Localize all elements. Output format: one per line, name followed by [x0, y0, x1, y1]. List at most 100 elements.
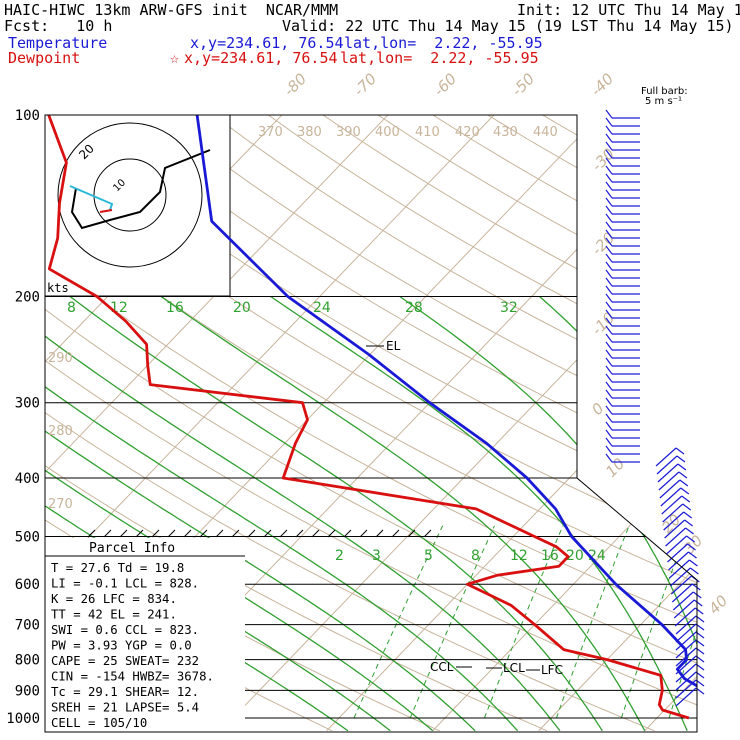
- hodograph-frame: [44, 114, 231, 297]
- wind-barb-flag: [605, 237, 613, 247]
- theta-label: 430: [493, 125, 518, 140]
- hatch-mark: [423, 529, 432, 538]
- wind-barb-flag: [605, 301, 613, 311]
- wind-barb-flag: [675, 447, 685, 455]
- mixing-ratio-label: 16: [166, 300, 184, 316]
- wind-barb-flag: [605, 349, 613, 359]
- lcl-label: LCL: [503, 661, 525, 675]
- isotherm-label: -40: [587, 70, 617, 100]
- parcel-row: K = 26 LFC = 834.: [51, 592, 177, 606]
- wind-barb: [668, 551, 689, 571]
- parcel-row: PW = 3.93 YGP = 0.0: [51, 639, 192, 653]
- wind-barb: [675, 615, 697, 635]
- theta-label: 270: [48, 497, 73, 512]
- dry-adiabat: [45, 115, 697, 732]
- plot-frame: [44, 114, 698, 733]
- parcel-box: [45, 538, 245, 732]
- wind-barb: [656, 455, 678, 475]
- hatch-mark: [263, 529, 272, 538]
- wind-barb-flag: [605, 437, 613, 447]
- wind-barb-flag: [605, 165, 613, 175]
- wind-barb: [664, 519, 686, 539]
- dry-adiabat: [45, 115, 697, 732]
- dry-adiabat: [45, 115, 697, 732]
- pressure-label: 100: [15, 108, 40, 124]
- wind-barb: [663, 511, 685, 531]
- dry-adiabat: [158, 115, 697, 732]
- dewpoint-location: x,y=234.61, 76.54: [184, 49, 338, 67]
- wind-barb: [675, 679, 697, 699]
- wind-barb: [675, 631, 697, 651]
- isotherm-label: 10: [602, 455, 628, 481]
- isotherm-label: -70: [350, 70, 380, 100]
- temperature-latlon: lat,lon= 2.22, -55.95: [344, 34, 543, 52]
- wind-barb: [671, 583, 693, 603]
- wind-barb-flag: [605, 405, 613, 415]
- wind-barb-flag: [681, 495, 691, 503]
- parcel-row: SREH = 21 LAPSE= 5.4: [51, 701, 199, 715]
- wind-barb-flag: [678, 471, 688, 479]
- temperature-legend-label: Temperature: [8, 34, 108, 52]
- isotherm-label: -60: [430, 70, 460, 100]
- dry-adiabat: [45, 115, 655, 732]
- wind-barb-flag: [605, 389, 613, 399]
- hatch-mark: [183, 529, 192, 538]
- dry-adiabat: [48, 115, 697, 732]
- wind-barb-flag: [686, 535, 695, 543]
- isotherm-label: -50: [508, 70, 538, 100]
- theta-label: 380: [297, 125, 322, 140]
- moist-adiabat: [45, 295, 561, 732]
- pressure-label: 800: [15, 653, 40, 669]
- dry-adiabat: [597, 115, 697, 732]
- wind-barb-flag: [605, 213, 613, 223]
- wind-barb: [675, 623, 697, 643]
- wind-barb: [665, 527, 687, 547]
- hatch-mark: [103, 529, 112, 538]
- theta-label: 440: [533, 125, 558, 140]
- isotherm-line: [644, 115, 697, 732]
- hatch-mark: [391, 529, 400, 538]
- wind-barb-flag: [605, 277, 613, 287]
- wind-barb-flag: [605, 293, 613, 303]
- mixing-ratio-label: 8: [471, 548, 480, 564]
- mixing-ratio-line: [555, 525, 630, 719]
- wind-barb-flag: [687, 543, 696, 551]
- dry-adiabat: [103, 115, 697, 732]
- wind-barb-flag: [605, 317, 613, 327]
- wind-barb: [667, 543, 688, 563]
- wind-barb-flag: [689, 559, 698, 567]
- wind-barb-flag: [682, 503, 692, 511]
- wind-barb: [673, 599, 695, 619]
- wind-barb-flag: [693, 599, 703, 607]
- wind-barb-flag: [605, 365, 613, 375]
- wind-barb: [669, 559, 690, 579]
- dewpoint-latlon: lat,lon= 2.22, -55.95: [340, 49, 539, 67]
- mixing-ratio-label: 20: [233, 300, 251, 316]
- wind-barb-flag: [605, 157, 613, 167]
- wind-barb-flag: [683, 511, 693, 519]
- isotherm-line: [220, 115, 697, 732]
- hodograph-trace: [70, 149, 211, 230]
- temperature-trace: [195, 115, 697, 720]
- hatch-mark: [167, 529, 176, 538]
- theta-label: 370: [258, 125, 283, 140]
- wind-barb-flag: [605, 229, 613, 239]
- isotherm-line: [432, 115, 697, 732]
- wind-barb-flag: [679, 479, 689, 487]
- pressure-label: 1000: [6, 711, 40, 727]
- parcel-title: Parcel Info: [89, 541, 175, 556]
- parcel-row: SWI = 0.6 CCL = 823.: [51, 623, 199, 637]
- mixing-ratio-label: 8: [67, 300, 76, 316]
- isotherm-line: [538, 115, 697, 732]
- wind-barb-flag: [605, 173, 613, 183]
- wind-barb-flag: [677, 463, 687, 471]
- dewpoint-trace: [47, 115, 690, 720]
- mixing-ratio-line: [353, 525, 444, 719]
- wind-barb-flag: [605, 381, 613, 391]
- wind-barb-flag: [605, 245, 613, 255]
- isotherm-label: -80: [280, 70, 310, 100]
- wind-barb: [666, 535, 687, 555]
- temperature-location: x,y=234.61, 76.54: [190, 34, 344, 52]
- wind-barb-flag: [605, 109, 613, 119]
